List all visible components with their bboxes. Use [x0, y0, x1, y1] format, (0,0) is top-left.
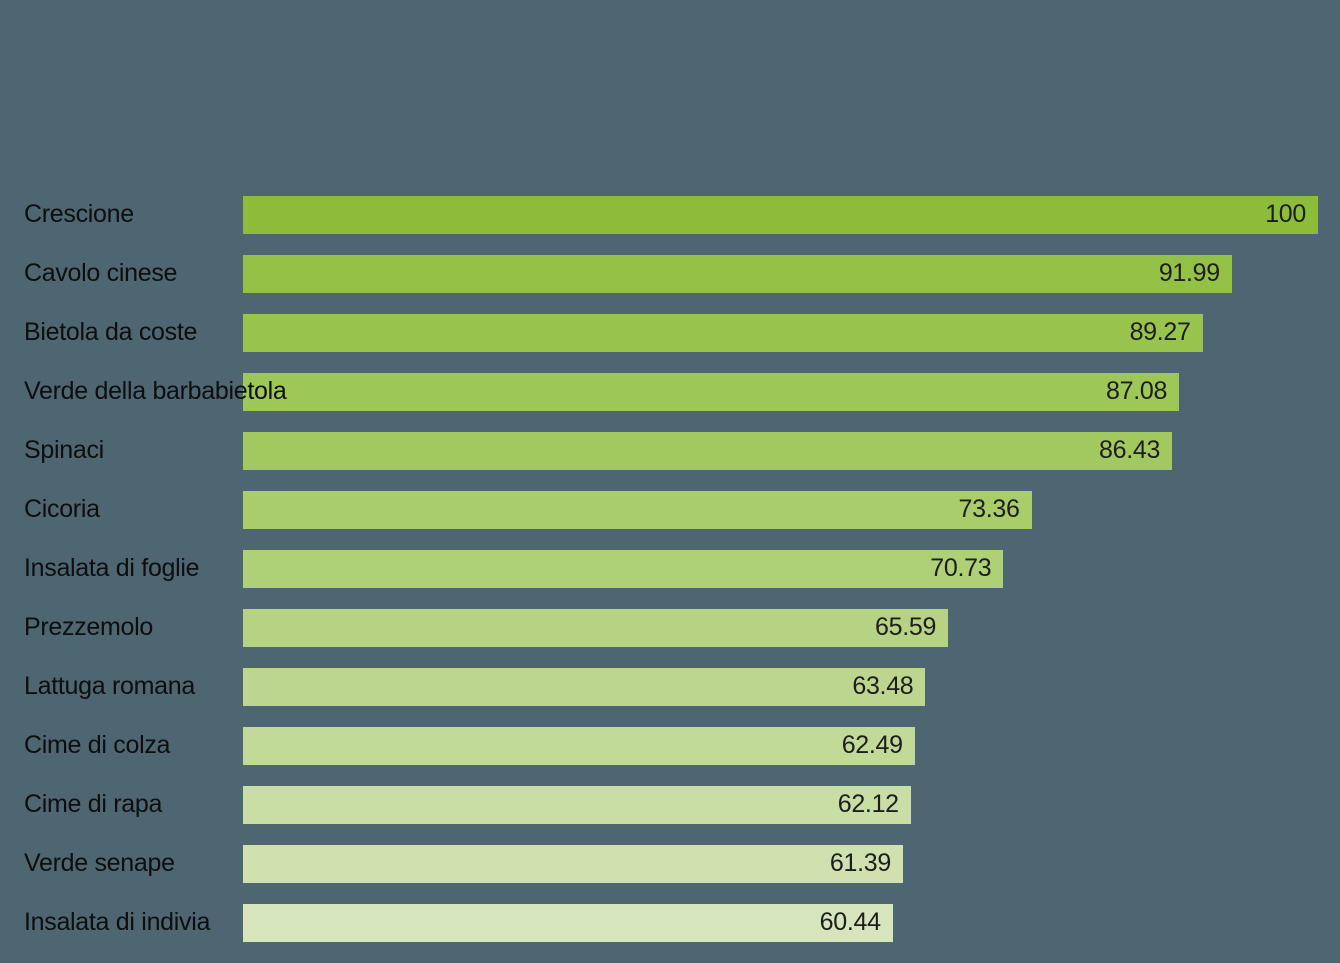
bar: 87.08 [243, 372, 1180, 411]
bar-track: 91.99 [243, 254, 1318, 293]
bar-row: Cime di colza 62.49 [0, 716, 1340, 775]
bar-track: 63.48 [243, 667, 1318, 706]
bar: 60.44 [243, 903, 893, 942]
bar: 65.59 [243, 608, 949, 647]
bar-row: Spinaci 86.43 [0, 421, 1340, 480]
bar: 62.49 [243, 726, 915, 765]
bar-row: Cime di rapa 62.12 [0, 775, 1340, 834]
value-label: 86.43 [1099, 436, 1161, 464]
category-label: Lattuga romana [24, 672, 195, 700]
value-label: 87.08 [1106, 377, 1168, 405]
category-label: Crescione [24, 200, 134, 228]
value-label: 63.48 [852, 672, 914, 700]
category-label: Spinaci [24, 436, 104, 464]
bar-track: 62.12 [243, 785, 1318, 824]
value-label: 73.36 [958, 495, 1020, 523]
bar-row: Insalata di foglie 70.73 [0, 539, 1340, 598]
bar-row: Prezzemolo 65.59 [0, 598, 1340, 657]
bar-track: 100 [243, 195, 1318, 234]
bar-track: 65.59 [243, 608, 1318, 647]
bar: 91.99 [243, 254, 1232, 293]
bar: 70.73 [243, 549, 1004, 588]
bar: 89.27 [243, 313, 1203, 352]
value-label: 70.73 [930, 554, 992, 582]
category-label: Insalata di foglie [24, 554, 200, 582]
bar-track: 73.36 [243, 490, 1318, 529]
bar: 73.36 [243, 490, 1032, 529]
value-label: 61.39 [829, 849, 891, 877]
value-label: 65.59 [875, 613, 937, 641]
bar-track: 60.44 [243, 903, 1318, 942]
bar-track: 86.43 [243, 431, 1318, 470]
bar: 100 [243, 195, 1318, 234]
bar: 63.48 [243, 667, 926, 706]
bar-row: Insalata di indivia 60.44 [0, 893, 1340, 952]
value-label: 100 [1265, 200, 1306, 228]
category-label: Cavolo cinese [24, 259, 178, 287]
category-label: Prezzemolo [24, 613, 153, 641]
bar-chart-rows: Crescione 100 Cavolo cinese 91.99 Bietola da… [0, 185, 1340, 952]
category-label: Cicoria [24, 495, 100, 523]
category-label: Insalata di indivia [24, 908, 211, 936]
value-label: 91.99 [1158, 259, 1220, 287]
value-label: 60.44 [819, 908, 881, 936]
bar-track: 62.49 [243, 726, 1318, 765]
value-label: 62.12 [837, 790, 899, 818]
value-label: 89.27 [1129, 318, 1191, 346]
bar-row: Verde senape 61.39 [0, 834, 1340, 893]
category-label: Verde della barbabietola [24, 377, 287, 405]
bar: 61.39 [243, 844, 903, 883]
category-label: Bietola da coste [24, 318, 198, 346]
bar: 86.43 [243, 431, 1173, 470]
bar-row: Lattuga romana 63.48 [0, 657, 1340, 716]
category-label: Verde senape [24, 849, 175, 877]
bar-row: Cavolo cinese 91.99 [0, 244, 1340, 303]
bar-row: Bietola da coste 89.27 [0, 303, 1340, 362]
bar-track: 89.27 [243, 313, 1318, 352]
bar-track: 61.39 [243, 844, 1318, 883]
bar-track: 87.08 [243, 372, 1318, 411]
bar-row: Crescione 100 [0, 185, 1340, 244]
category-label: Cime di rapa [24, 790, 163, 818]
bar-row: Verde della barbabietola 87.08 [0, 362, 1340, 421]
bar-row: Cicoria 73.36 [0, 480, 1340, 539]
value-label: 62.49 [841, 731, 903, 759]
category-label: Cime di colza [24, 731, 171, 759]
bar-track: 70.73 [243, 549, 1318, 588]
bar: 62.12 [243, 785, 911, 824]
